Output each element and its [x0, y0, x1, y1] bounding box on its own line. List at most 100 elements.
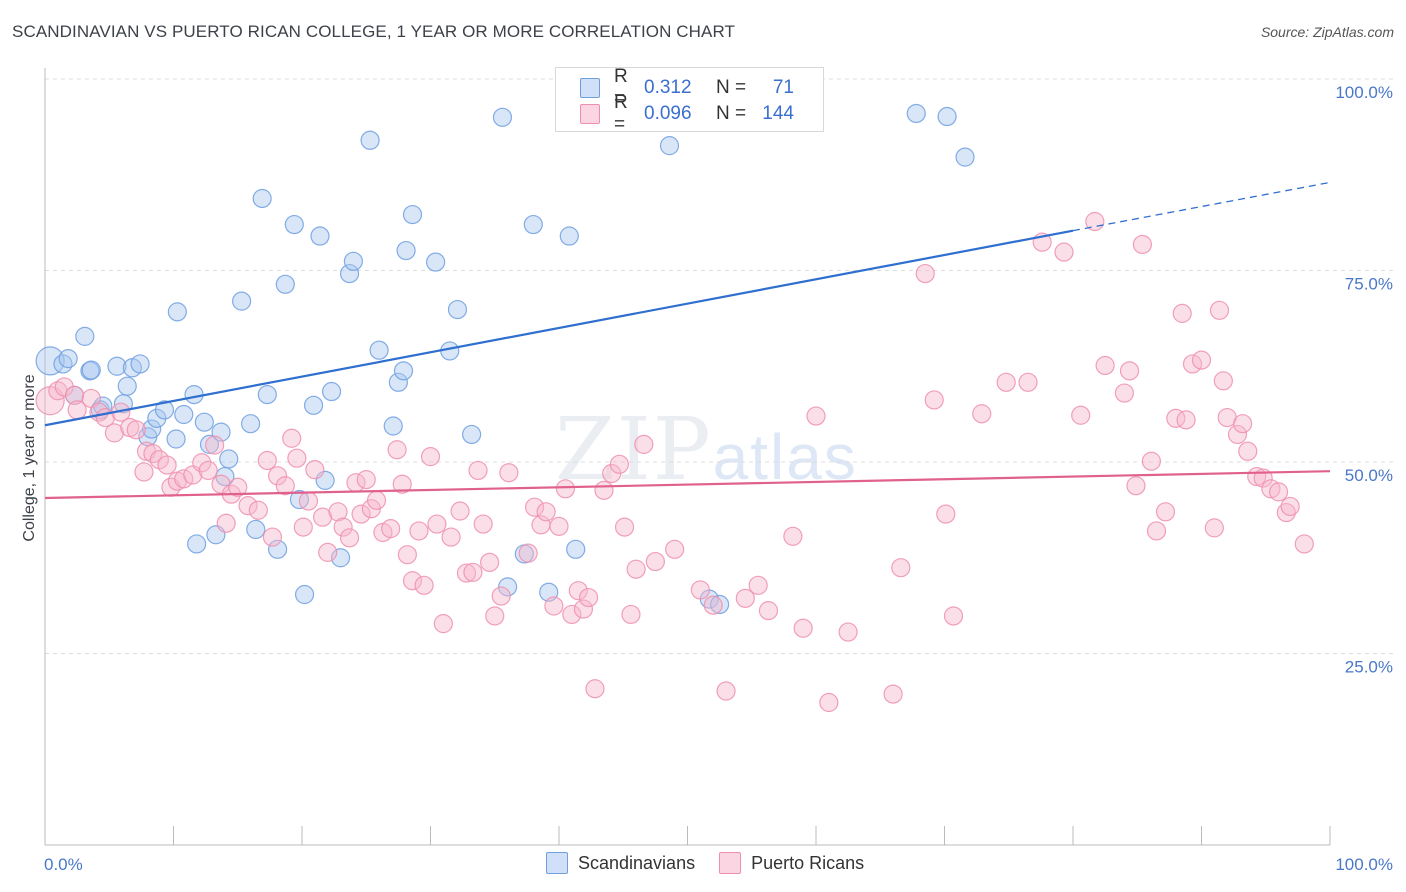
data-point	[381, 519, 401, 539]
data-point	[257, 450, 277, 471]
data-point	[433, 614, 453, 634]
data-point	[1166, 408, 1186, 428]
data-point	[184, 384, 204, 405]
data-point	[356, 470, 376, 490]
data-point	[441, 527, 461, 547]
data-point	[318, 542, 338, 562]
data-point	[594, 480, 614, 500]
y-tick-label: 100.0%	[1335, 83, 1393, 102]
data-point	[351, 504, 371, 524]
data-point	[485, 606, 505, 626]
n-label: N =	[716, 77, 747, 98]
data-point	[1119, 361, 1140, 381]
data-point	[333, 517, 353, 537]
data-point	[64, 385, 85, 405]
data-point	[621, 604, 641, 625]
data-point	[228, 477, 248, 497]
legend-row-scandinavians: R = 0.312 N = 71	[580, 66, 794, 109]
data-point	[499, 463, 519, 483]
legend-label: Scandinavians	[578, 852, 696, 873]
n-value: 71	[772, 77, 794, 98]
data-point	[955, 147, 975, 167]
data-point	[420, 447, 441, 467]
data-point	[388, 372, 408, 392]
legend-item-scandinavians[interactable]: Scandinavians	[546, 852, 695, 874]
data-point	[659, 136, 680, 156]
axes	[44, 68, 1331, 846]
data-point	[573, 599, 594, 619]
data-point	[211, 474, 231, 494]
data-point	[996, 372, 1016, 392]
data-point	[339, 263, 360, 284]
r-label: R =	[614, 66, 628, 109]
legend-label: Puerto Ricans	[751, 852, 865, 873]
data-point	[117, 376, 137, 396]
data-point	[634, 434, 654, 454]
data-point	[614, 517, 635, 537]
data-point	[238, 496, 258, 516]
data-point	[891, 558, 911, 578]
data-point	[1095, 355, 1115, 376]
data-point	[937, 106, 957, 127]
data-point	[758, 601, 779, 621]
data-point	[609, 454, 629, 474]
data-point	[492, 107, 513, 127]
data-point	[793, 618, 813, 638]
data-point	[1204, 518, 1224, 538]
data-point	[703, 595, 723, 615]
legend-item-puerto-ricans[interactable]: Puerto Ricans	[719, 852, 864, 874]
data-point	[402, 204, 423, 225]
data-point	[518, 543, 538, 563]
series-puerto-ricans	[35, 211, 1314, 713]
data-point	[1209, 300, 1230, 320]
data-point	[710, 594, 730, 615]
data-point	[473, 514, 493, 534]
data-point	[248, 500, 268, 520]
data-point	[562, 604, 582, 625]
trend-line	[44, 229, 1074, 427]
data-point	[130, 354, 150, 374]
x-tick-label: 0.0%	[44, 855, 83, 874]
data-point	[275, 274, 295, 294]
x-tick-label: 100.0%	[1335, 855, 1393, 874]
data-point	[1132, 234, 1152, 255]
data-point	[81, 360, 101, 380]
data-point	[312, 507, 333, 527]
data-point	[126, 420, 146, 440]
data-point	[1126, 476, 1146, 496]
data-point	[166, 429, 186, 449]
data-point	[906, 103, 926, 124]
data-point	[396, 240, 416, 261]
data-point	[1280, 496, 1300, 517]
data-point	[462, 424, 482, 445]
data-point	[1268, 482, 1289, 502]
legend-row-puerto-ricans: R = 0.096 N = 144	[580, 92, 794, 135]
data-point	[1114, 383, 1135, 403]
n-value: 144	[762, 103, 794, 124]
scandinavians-swatch	[546, 852, 568, 874]
data-point	[559, 226, 579, 246]
data-point	[468, 460, 488, 481]
trend-lines	[44, 181, 1331, 500]
data-point	[262, 527, 283, 547]
data-point	[585, 679, 605, 699]
data-point	[393, 361, 414, 381]
data-point	[915, 263, 935, 284]
data-point	[157, 455, 177, 475]
puerto-ricans-swatch	[580, 104, 600, 124]
trend-line	[44, 470, 1331, 500]
data-point	[1054, 242, 1074, 262]
data-point	[838, 622, 858, 642]
data-point	[339, 528, 360, 548]
data-point	[1261, 479, 1281, 499]
data-point	[294, 584, 315, 605]
data-point	[523, 214, 543, 235]
data-point	[360, 130, 380, 150]
chart-title: SCANDINAVIAN VS PUERTO RICAN COLLEGE, 1 …	[12, 22, 736, 41]
series-legend: Scandinavians Puerto Ricans	[546, 852, 888, 874]
data-point	[1238, 441, 1258, 461]
tick-labels: 100.0% 75.0% 50.0% 25.0% 0.0% 100.0%	[44, 83, 1393, 874]
data-point	[665, 539, 685, 559]
data-point	[293, 517, 313, 537]
data-point	[241, 414, 261, 434]
